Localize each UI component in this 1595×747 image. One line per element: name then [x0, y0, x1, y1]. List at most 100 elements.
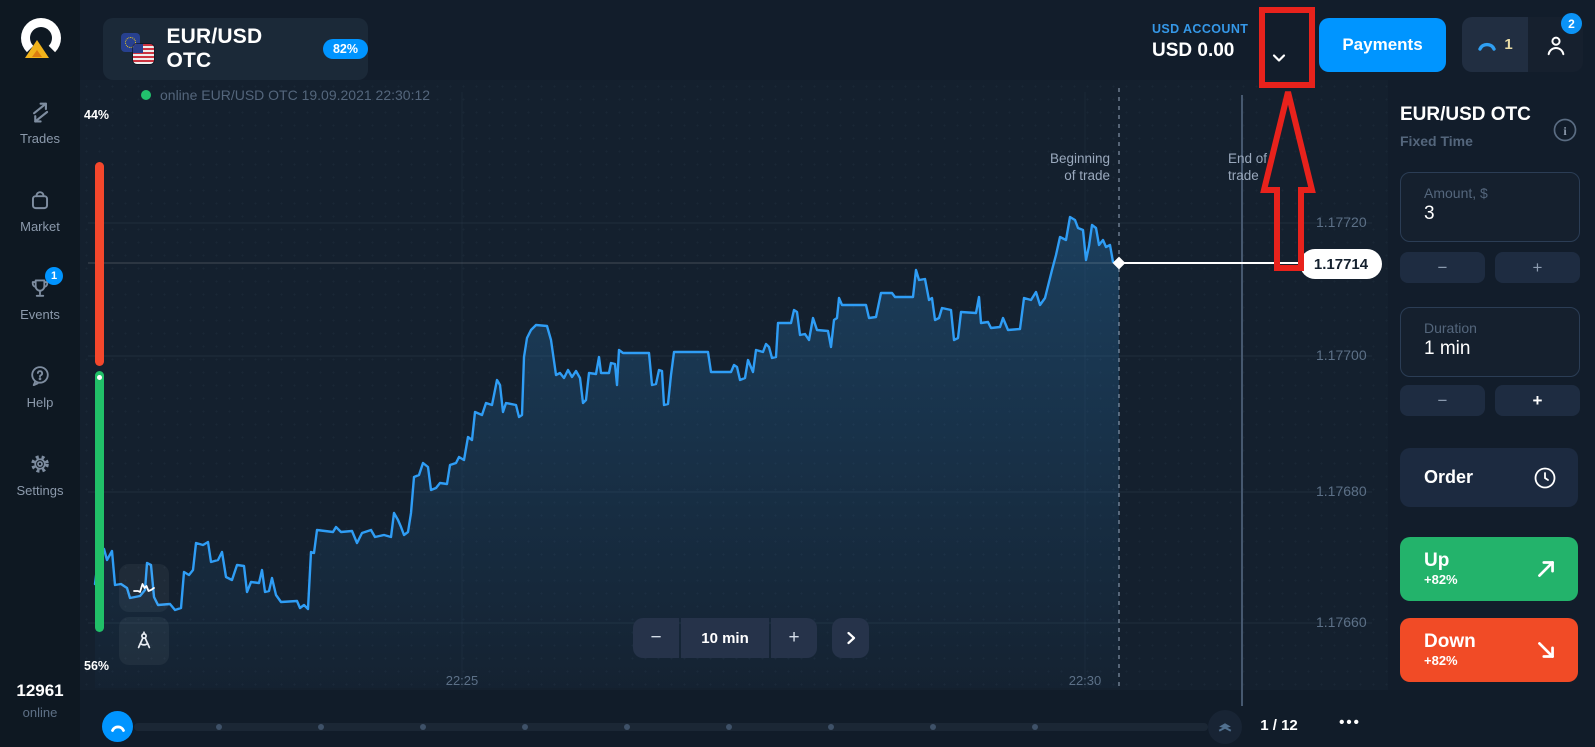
- history-dot: [1032, 724, 1038, 730]
- sidebar-item-settings[interactable]: Settings: [0, 450, 80, 516]
- payout-badge: 82%: [322, 39, 368, 59]
- app-logo-icon[interactable]: [17, 16, 63, 62]
- current-price-tag: 1.17714: [1300, 249, 1382, 279]
- notifications-badge: 2: [1561, 13, 1582, 34]
- arch-icon: [110, 725, 125, 732]
- up-label: Up: [1424, 550, 1450, 571]
- timeframe-zoom-out-button[interactable]: −: [633, 618, 679, 658]
- duration-decrease-button[interactable]: −: [1400, 385, 1485, 416]
- account-chevron-down-icon[interactable]: [1268, 47, 1290, 69]
- price-axis-tick: 1.17700: [1316, 347, 1367, 363]
- help-question-icon: [26, 362, 54, 390]
- compass-icon: [137, 631, 151, 649]
- sidebar-item-label: Events: [20, 307, 60, 322]
- sentiment-buy-bar: [95, 371, 104, 632]
- history-dot: [828, 724, 834, 730]
- account-type-label: USD ACCOUNT: [1152, 22, 1249, 36]
- history-dot: [216, 724, 222, 730]
- time-axis-tick: 22:25: [445, 673, 479, 688]
- history-dot: [318, 724, 324, 730]
- more-menu-button[interactable]: •••: [1339, 714, 1361, 731]
- layers-button[interactable]: [1208, 710, 1242, 744]
- sidebar-item-label: Help: [26, 395, 54, 410]
- sidebar-item-label: Market: [20, 219, 60, 234]
- market-bag-icon: [26, 186, 54, 214]
- support-chat-button[interactable]: [102, 711, 133, 742]
- sidebar-item-trades[interactable]: Trades: [0, 98, 80, 164]
- down-payout: +82%: [1424, 653, 1458, 668]
- asset-selector[interactable]: EUR/USD OTC 82%: [103, 18, 368, 80]
- amount-increase-button[interactable]: +: [1495, 252, 1580, 283]
- info-icon[interactable]: i: [1552, 117, 1578, 143]
- up-trade-button[interactable]: Up +82%: [1400, 537, 1578, 601]
- amount-decrease-button[interactable]: −: [1400, 252, 1485, 283]
- panel-mode-label: Fixed Time: [1400, 133, 1473, 149]
- amount-label: Amount, $: [1424, 185, 1488, 201]
- payments-label: Payments: [1342, 35, 1423, 54]
- logo-triangle: [25, 40, 49, 58]
- price-axis-tick: 1.17680: [1316, 483, 1367, 499]
- scroll-to-latest-button[interactable]: [832, 618, 869, 658]
- layers-icon: [1218, 723, 1232, 732]
- price-axis-tick: 1.17720: [1316, 214, 1367, 230]
- chevron-right-icon: [846, 631, 855, 645]
- online-count: 12961: [16, 681, 64, 700]
- history-scrollbar[interactable]: [134, 723, 1208, 731]
- duration-increase-button[interactable]: +: [1495, 385, 1580, 416]
- arc-icon: [1478, 42, 1497, 51]
- sidebar: Trades Market 1 Events: [0, 0, 80, 747]
- online-count-label: online: [22, 705, 58, 720]
- eur-usd-flag-icon: [121, 33, 154, 65]
- history-dot: [726, 724, 732, 730]
- sidebar-item-help[interactable]: Help: [0, 362, 80, 428]
- duration-value: 1 min: [1424, 338, 1471, 359]
- sidebar-item-market[interactable]: Market: [0, 186, 80, 252]
- risk-free-count: 1: [1504, 36, 1513, 53]
- timeframe-value[interactable]: 10 min: [681, 618, 769, 658]
- svg-text:i: i: [1563, 124, 1567, 138]
- amount-field[interactable]: Amount, $ 3: [1400, 172, 1580, 242]
- risk-free-trades-button[interactable]: 1: [1462, 17, 1528, 72]
- order-label: Order: [1424, 467, 1474, 487]
- history-dot: [930, 724, 936, 730]
- settings-gear-icon: [26, 450, 54, 478]
- amount-stepper: − +: [1400, 252, 1580, 283]
- clock-icon: [1534, 467, 1556, 488]
- sentiment-sell-percent: 44%: [84, 108, 110, 122]
- person-icon: [1547, 36, 1564, 55]
- events-badge: 1: [45, 267, 63, 285]
- price-axis-tick: 1.17660: [1316, 614, 1367, 630]
- chart-type-button[interactable]: [119, 564, 169, 612]
- down-label: Down: [1424, 631, 1476, 652]
- up-payout: +82%: [1424, 572, 1458, 587]
- arrow-down-right-icon: [1538, 642, 1554, 658]
- status-text: online EUR/USD OTC 19.09.2021 22:30:12: [160, 87, 431, 103]
- sentiment-divider-dot: [97, 375, 102, 380]
- order-button[interactable]: Order: [1400, 448, 1578, 507]
- down-trade-button[interactable]: Down +82%: [1400, 618, 1578, 682]
- panel-asset-title: EUR/USD OTC: [1400, 104, 1531, 125]
- sidebar-item-label: Trades: [20, 131, 60, 146]
- payments-button[interactable]: Payments: [1319, 18, 1446, 72]
- account-switcher[interactable]: USD ACCOUNT USD 0.00: [1152, 22, 1248, 62]
- logo-ring: [21, 18, 61, 58]
- arrow-up-right-icon: [1538, 561, 1554, 577]
- sidebar-item-events[interactable]: 1 Events: [0, 267, 80, 340]
- line-chart-icon: [133, 583, 155, 593]
- chart-canvas[interactable]: [80, 80, 1388, 690]
- end-of-trade-label: End of trade: [1228, 151, 1268, 183]
- drawing-tools-button[interactable]: [119, 617, 169, 665]
- sentiment-sell-bar: [95, 162, 104, 366]
- connection-status: online EUR/USD OTC 19.09.2021 22:30:12: [141, 87, 430, 103]
- page-indicator: 1 / 12: [1260, 717, 1298, 734]
- history-dot: [420, 724, 426, 730]
- duration-label: Duration: [1424, 320, 1477, 336]
- sidebar-item-label: Settings: [16, 483, 64, 498]
- timeframe-zoom-in-button[interactable]: +: [771, 618, 817, 658]
- duration-field[interactable]: Duration 1 min: [1400, 307, 1580, 377]
- time-axis-tick: 22:30: [1068, 673, 1102, 688]
- account-balance: USD 0.00: [1152, 40, 1235, 61]
- trades-arrows-icon: [26, 98, 54, 126]
- events-trophy-icon: 1: [26, 267, 63, 302]
